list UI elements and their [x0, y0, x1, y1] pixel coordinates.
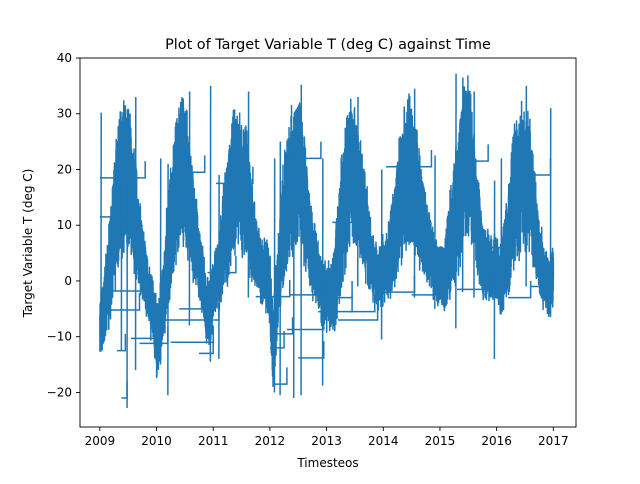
- y-tick-label: 0: [64, 274, 72, 288]
- chart-title: Plot of Target Variable T (deg C) agains…: [165, 37, 491, 53]
- y-tick-label: −20: [47, 385, 72, 399]
- x-tick-label: 2012: [255, 434, 286, 448]
- y-tick-label: 30: [57, 107, 72, 121]
- y-tick-label: 40: [57, 51, 72, 65]
- x-axis-label: Timesteos: [296, 456, 358, 470]
- y-tick-label: −10: [47, 330, 72, 344]
- x-tick-label: 2015: [425, 434, 456, 448]
- x-tick-label: 2017: [538, 434, 569, 448]
- x-tick-label: 2009: [85, 434, 116, 448]
- x-tick-label: 2013: [311, 434, 342, 448]
- y-tick-label: 10: [57, 218, 72, 232]
- x-tick-label: 2010: [141, 434, 172, 448]
- x-tick-label: 2011: [198, 434, 229, 448]
- x-tick-label: 2016: [481, 434, 512, 448]
- x-tick-label: 2014: [368, 434, 399, 448]
- y-axis-label: Target Variable T (deg C): [21, 169, 35, 319]
- y-tick-label: 20: [57, 162, 72, 176]
